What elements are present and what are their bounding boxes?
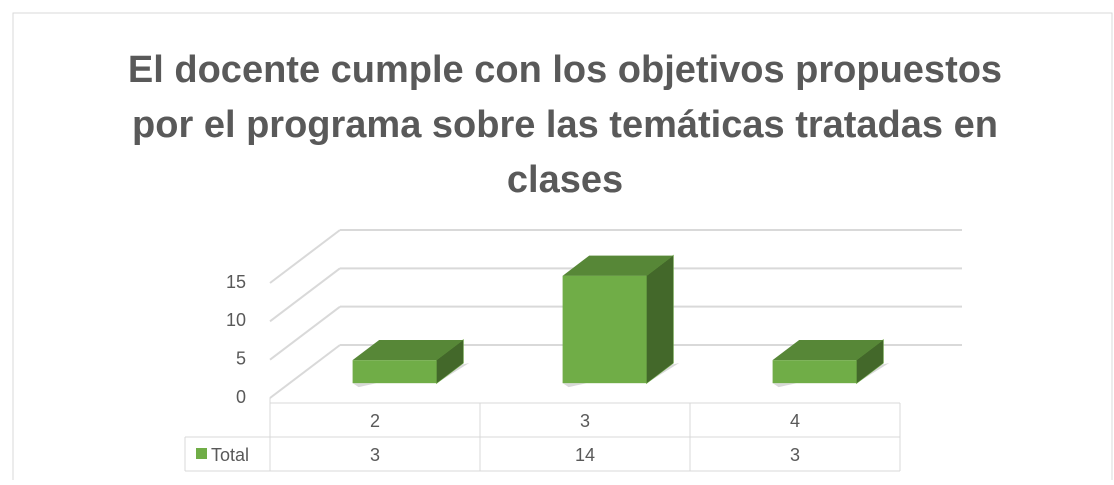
bar-top [562,255,674,276]
bar-top-shade [562,255,674,276]
y-tick-label: 5 [236,348,246,368]
chart-title: por el programa sobre las temáticas trat… [132,104,998,146]
y-tick-label: 10 [226,310,246,330]
grid-line [269,344,341,399]
bar-top-shade [772,340,884,361]
legend-swatch [196,448,207,459]
y-tick-label: 0 [236,387,246,407]
chart-frame [12,12,1113,484]
bar [772,360,857,384]
chart-title: clases [507,159,623,201]
bar-side-shade [856,340,884,384]
chart-title: El docente cumple con los objetivos prop… [128,49,1002,91]
bar-top-shade [352,340,464,361]
x-tick-label: 3 [580,411,590,431]
grid-line [269,267,341,323]
grid-line [269,229,341,284]
bar-top [772,340,884,361]
bar-side-shade [646,255,674,384]
bar-top [352,340,464,361]
bar-side-shade [436,340,464,384]
bar [562,275,647,384]
bar [352,360,437,384]
table-value: 3 [370,445,380,465]
table-value: 3 [790,445,800,465]
grid-line [269,305,341,361]
x-tick-label: 4 [790,411,800,431]
y-tick-label: 15 [226,272,246,292]
legend-label: Total [211,445,249,465]
x-tick-label: 2 [370,411,380,431]
table-value: 14 [575,445,595,465]
